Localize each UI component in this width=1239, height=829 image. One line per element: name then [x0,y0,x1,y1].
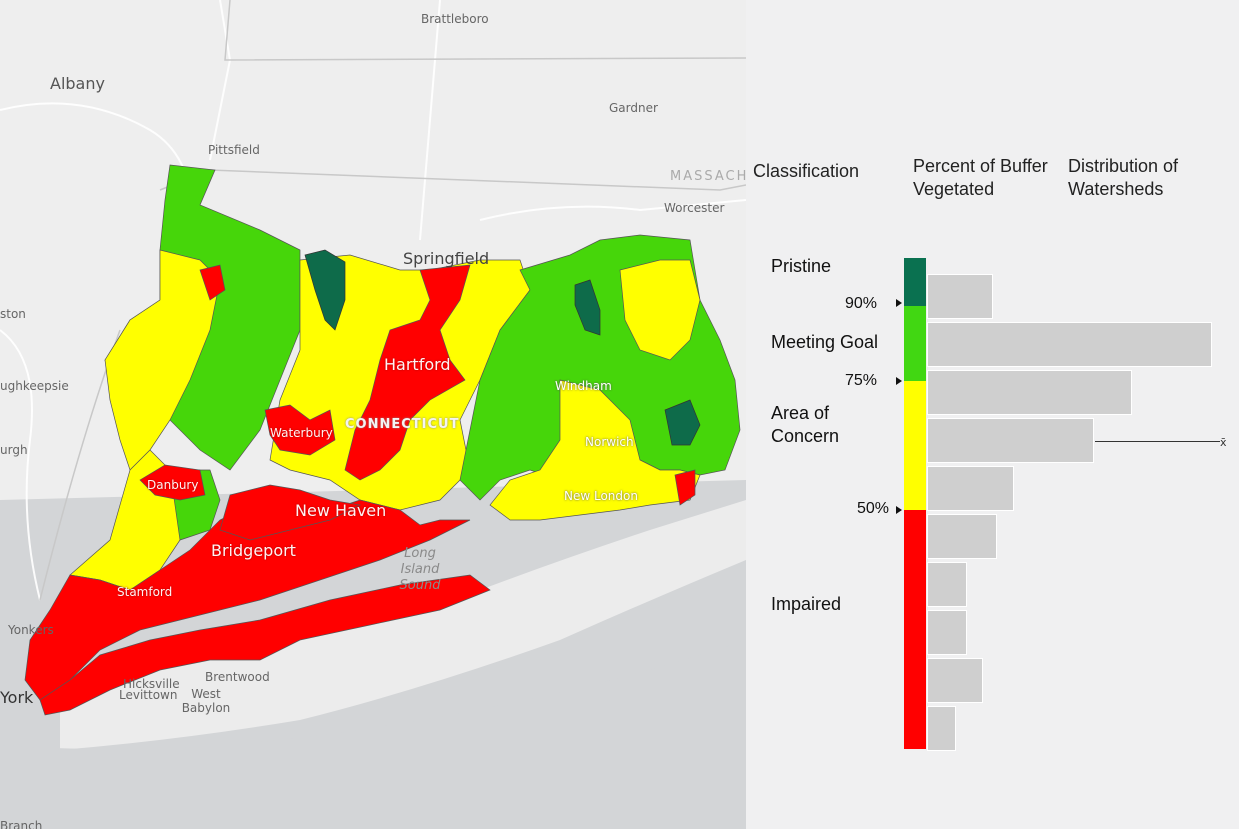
label-springfield: Springfield [403,249,490,268]
label-gardner: Gardner [609,101,658,115]
watershed-pristine-north[interactable] [304,249,346,331]
label-worcester: Worcester [664,201,725,215]
label-levittown: Levittown [119,688,178,702]
legend-panel: Classification Percent of Buffer Vegetat… [746,0,1239,829]
class-label-meeting-goal: Meeting Goal [771,332,879,352]
basemap-svg [0,0,746,829]
label-poughkeepsie: ughkeepsie [0,379,69,393]
header-percent-buffer: Percent of Buffer Vegetated [913,156,1048,199]
long-island-land [60,500,746,750]
watershed-region-impaired-newhaven[interactable] [219,484,362,541]
watershed-region-yellow-northeast[interactable] [619,259,701,361]
watershed-region-impaired-north[interactable] [199,264,226,301]
mean-reference-label: x̄ [1220,436,1227,449]
threshold-50: 50% [857,500,890,517]
watershed-region-impaired-hartford[interactable] [344,264,471,481]
watershed-pristine-northeast[interactable] [574,279,601,336]
label-pittsfield: Pittsfield [208,143,260,157]
threshold-50-arrow-icon [896,506,902,514]
label-hicksville: Hicksville [123,677,180,691]
watershed-pristine-east[interactable] [664,399,701,446]
label-windham: Windham [555,379,612,393]
header-distribution: Distribution of Watersheds [1068,156,1179,199]
color-segment-meeting-goal [904,306,926,381]
histogram-bar [927,706,956,751]
label-bridgeport: Bridgeport [211,541,296,560]
threshold-75-arrow-icon [896,377,902,385]
label-brentwood: Brentwood [205,670,270,684]
histogram-bar [927,610,967,655]
label-new-york-partial: York [0,688,34,707]
label-newburgh-partial: urgh [0,443,28,457]
watershed-region-impaired-waterbury[interactable] [264,404,336,456]
threshold-90: 90% [845,295,878,312]
class-label-area-of-concern: Area of Concern [771,403,840,446]
label-brattleboro: Brattleboro [421,12,489,26]
watershed-region-yellow-east[interactable] [489,379,701,521]
class-label-pristine: Pristine [771,256,832,276]
watershed-region-impaired-east[interactable] [674,469,696,506]
histogram-bar [927,370,1132,415]
color-segment-impaired [904,510,926,749]
label-albany: Albany [50,74,105,93]
histogram-bar [927,322,1212,367]
label-long-island-sound: Long Island Sound [399,546,441,593]
watershed-region-impaired-danbury[interactable] [139,464,206,501]
label-branch-partial: Branch [0,819,43,829]
histogram-bar [927,466,1014,511]
threshold-90-arrow-icon [896,299,902,307]
label-danbury: Danbury [147,478,199,492]
histogram-bar [927,562,967,607]
label-massachusetts: MASSACHU [670,169,746,184]
header-classification: Classification [753,161,860,181]
label-yonkers: Yonkers [8,623,54,637]
label-boston-partial: ston [0,307,26,321]
label-norwich: Norwich [585,435,634,449]
label-new-london: New London [564,489,638,503]
threshold-75: 75% [845,372,878,389]
histogram-bar [927,418,1094,463]
watershed-region-impaired-longisland[interactable] [39,574,491,716]
color-segment-area-of-concern [904,381,926,510]
histogram-bar [927,274,993,319]
label-waterbury: Waterbury [270,426,333,440]
color-segment-pristine [904,258,926,306]
label-connecticut: CONNECTICUT [345,417,460,432]
mean-reference-line [1095,441,1220,442]
watershed-map[interactable]: Brattleboro Albany Gardner Pittsfield MA… [0,0,746,829]
watershed-region-yellow-west[interactable] [104,249,221,471]
ocean-south [0,640,746,829]
label-west-babylon: West Babylon [181,687,231,715]
histogram-bar [927,658,983,703]
label-hartford: Hartford [384,355,451,374]
class-label-impaired: Impaired [771,594,842,614]
label-new-haven: New Haven [295,501,387,520]
histogram-bar [927,514,997,559]
label-stamford: Stamford [117,585,173,599]
